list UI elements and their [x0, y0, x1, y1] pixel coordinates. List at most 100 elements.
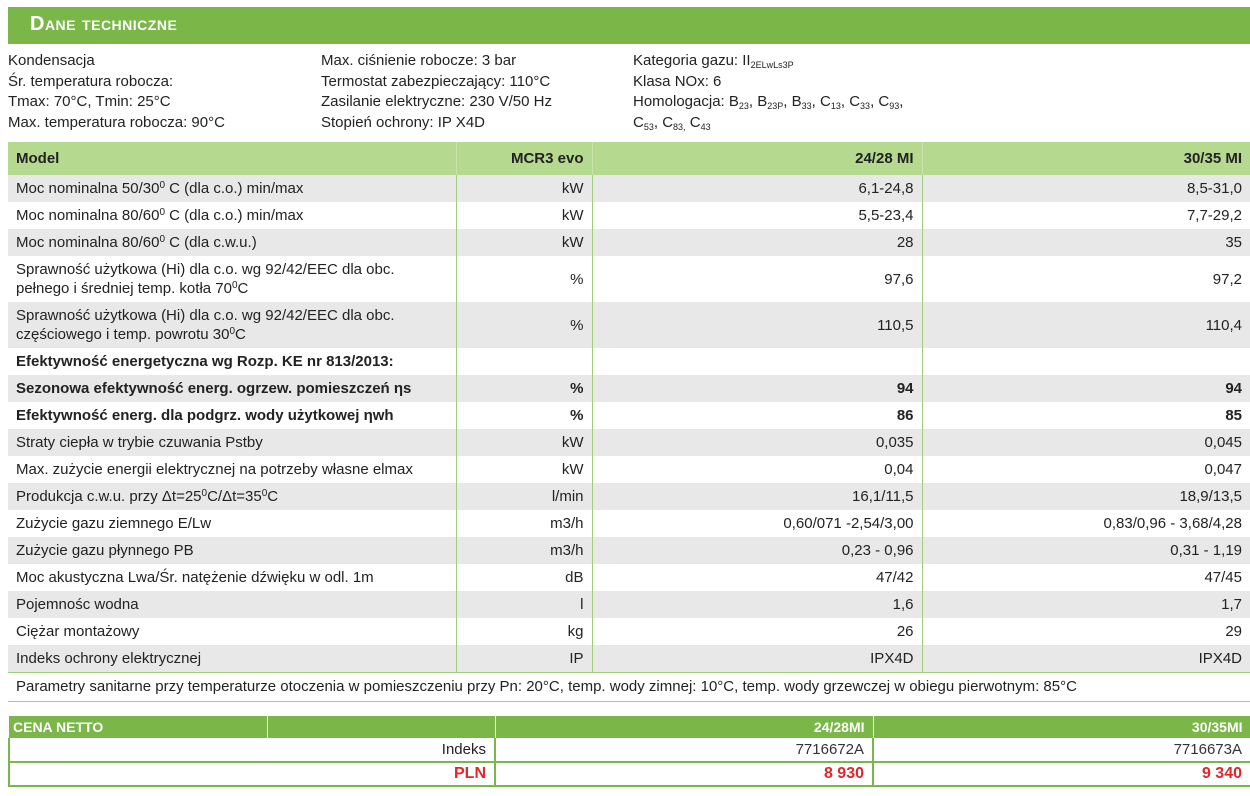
spec-line: Max. temperatura robocza: 90°C: [8, 113, 225, 131]
row-label: Moc nominalna 50/300 C (dla c.o.) min/ma…: [8, 175, 457, 202]
row-label: Sprawność użytkowa (Hi) dla c.o. wg 92/4…: [8, 256, 457, 302]
row-value-variant-1: 0,035: [592, 429, 923, 456]
row-value-variant-2: 7,7-29,2: [922, 202, 1250, 229]
row-value-variant-1: 16,1/11,5: [592, 483, 923, 510]
row-value-variant-1: 5,5-23,4: [592, 202, 923, 229]
spec-line: Śr. temperatura robocza:: [8, 72, 174, 90]
row-label: Zużycie gazu ziemnego E/Lw: [8, 510, 457, 537]
price-header-row: CENA NETTO 24/28MI 30/35MI: [9, 716, 1250, 738]
row-label: Ciężar montażowy: [8, 618, 457, 645]
price-header-variant-2: 30/35MI: [873, 716, 1250, 738]
row-label: Pojemnośc wodna: [8, 591, 457, 618]
spec-line: Tmax: 70°C, Tmin: 25°C: [8, 93, 171, 110]
row-value-variant-1: 86: [592, 402, 923, 429]
row-label: Sprawność użytkowa (Hi) dla c.o. wg 92/4…: [8, 302, 457, 348]
table-row: Max. zużycie energii elektrycznej na pot…: [8, 456, 1250, 483]
row-label: Max. zużycie energii elektrycznej na pot…: [8, 456, 457, 483]
row-value-variant-1: 28: [592, 229, 923, 256]
table-row: Sprawność użytkowa (Hi) dla c.o. wg 92/4…: [8, 302, 1250, 348]
row-value-variant-1: 1,6: [592, 591, 923, 618]
row-unit: %: [456, 302, 593, 348]
row-label: Zużycie gazu płynnego PB: [8, 537, 457, 564]
index-label: Indeks: [8, 738, 496, 763]
table-row: Sprawność użytkowa (Hi) dla c.o. wg 92/4…: [8, 256, 1250, 302]
table-row: Moc nominalna 80/600 C (dla c.o.) min/ma…: [8, 202, 1250, 229]
row-label: Moc nominalna 80/600 C (dla c.w.u.): [8, 229, 457, 256]
row-value-variant-1: 0,23 - 0,96: [592, 537, 923, 564]
spec-column-1: Kondensacja Śr. temperatura robocza: Tma…: [8, 51, 225, 133]
spec-line: Stopień ochrony: IP X4D: [321, 113, 485, 131]
row-value-variant-2: 8,5-31,0: [922, 175, 1250, 202]
row-value-variant-1: 0,60/071 -2,54/3,00: [592, 510, 923, 537]
spec-column-2: Max. ciśnienie robocze: 3 bar Termostat …: [321, 51, 552, 133]
currency-label: PLN: [8, 762, 496, 787]
price-header-variant-1: 24/28MI: [495, 716, 874, 738]
technical-data-table: Model MCR3 evo 24/28 MI 30/35 MI Moc nom…: [8, 142, 1250, 702]
nox-class: Klasa NOx: 6: [633, 72, 722, 90]
row-value-variant-2: 94: [922, 375, 1250, 402]
row-value-variant-2: 18,9/13,5: [922, 483, 1250, 510]
row-unit: IP: [456, 645, 593, 672]
header-model: Model: [8, 142, 457, 175]
row-unit: kW: [456, 202, 593, 229]
row-value-variant-1: 47/42: [592, 564, 923, 591]
table-row: Efektywność energetyczna wg Rozp. KE nr …: [8, 348, 1250, 375]
table-row: Zużycie gazu płynnego PB m3/h 0,23 - 0,96 0…: [8, 537, 1250, 564]
row-unit: dB: [456, 564, 593, 591]
row-unit: kW: [456, 175, 593, 202]
table-row: Efektywność energ. dla podgrz. wody użyt…: [8, 402, 1250, 429]
spec-line: Zasilanie elektryczne: 230 V/50 Hz: [321, 93, 552, 110]
row-value-variant-1: 110,5: [592, 302, 923, 348]
table-row: Indeks ochrony elektrycznej IP IPX4D IPX4D: [8, 645, 1250, 672]
row-label: Produkcja c.w.u. przy Δt=250C/Δt=350C: [8, 483, 457, 510]
table-row: Produkcja c.w.u. przy Δt=250C/Δt=350C l/m…: [8, 483, 1250, 510]
row-value-variant-1: 6,1-24,8: [592, 175, 923, 202]
table-note: Parametry sanitarne przy temperaturze ot…: [8, 672, 1250, 701]
row-label: Moc akustyczna Lwa/Śr. natężenie dźwięku…: [8, 564, 457, 591]
row-value-variant-2: 47/45: [922, 564, 1250, 591]
spec-summary: Kondensacja Śr. temperatura robocza: Tma…: [8, 51, 1248, 137]
row-unit: [456, 348, 593, 375]
row-value-variant-2: 1,7: [922, 591, 1250, 618]
row-label: Efektywność energetyczna wg Rozp. KE nr …: [8, 348, 457, 375]
row-label: Indeks ochrony elektrycznej: [8, 645, 457, 672]
row-unit: %: [456, 402, 593, 429]
index-variant-1: 7716672A: [495, 738, 874, 763]
row-unit: l/min: [456, 483, 593, 510]
row-value-variant-1: 97,6: [592, 256, 923, 302]
index-variant-2: 7716673A: [873, 738, 1250, 763]
price-index-row: Indeks 7716672A 7716673A: [8, 738, 1250, 763]
row-unit: kg: [456, 618, 593, 645]
spec-line: Termostat zabezpieczający: 110°C: [321, 72, 551, 90]
row-label: Efektywność energ. dla podgrz. wody użyt…: [8, 402, 457, 429]
homologation: Homologacja: B23, B23P, B33, C13, C33, C…: [633, 93, 904, 111]
price-header-label: CENA NETTO: [9, 716, 268, 738]
row-unit: kW: [456, 429, 593, 456]
table-row: Straty ciepła w trybie czuwania Pstby kW 0…: [8, 429, 1250, 456]
price-table: CENA NETTO 24/28MI 30/35MI Indeks 771667…: [8, 716, 1250, 787]
table-header-row: Model MCR3 evo 24/28 MI 30/35 MI: [8, 142, 1250, 175]
header-series: MCR3 evo: [456, 142, 593, 175]
row-value-variant-2: 0,047: [922, 456, 1250, 483]
row-value-variant-2: [922, 348, 1250, 375]
row-value-variant-2: 0,31 - 1,19: [922, 537, 1250, 564]
row-unit: l: [456, 591, 593, 618]
table-row: Sezonowa efektywność energ. ogrzew. pomi…: [8, 375, 1250, 402]
row-unit: %: [456, 256, 593, 302]
row-value-variant-2: 97,2: [922, 256, 1250, 302]
spec-line: Kondensacja: [8, 52, 95, 69]
row-value-variant-1: 0,04: [592, 456, 923, 483]
row-value-variant-2: 110,4: [922, 302, 1250, 348]
row-value-variant-2: 29: [922, 618, 1250, 645]
table-note-row: Parametry sanitarne przy temperaturze ot…: [8, 672, 1250, 701]
row-value-variant-2: 0,83/0,96 - 3,68/4,28: [922, 510, 1250, 537]
row-value-variant-1: [592, 348, 923, 375]
row-value-variant-1: 26: [592, 618, 923, 645]
header-variant-2: 30/35 MI: [922, 142, 1250, 175]
price-pln-row: PLN 8 930 9 340: [8, 762, 1250, 787]
row-unit: kW: [456, 456, 593, 483]
row-unit: kW: [456, 229, 593, 256]
section-title: Dane techniczne: [8, 7, 1250, 44]
row-unit: %: [456, 375, 593, 402]
price-variant-1: 8 930: [495, 762, 874, 787]
